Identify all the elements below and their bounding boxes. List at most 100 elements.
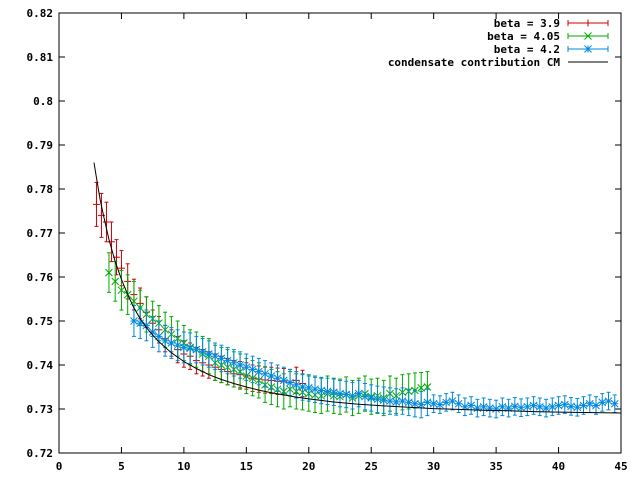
point-marker (92, 200, 100, 208)
data-point (323, 377, 332, 406)
data-point (398, 387, 407, 415)
marker-d2 (273, 374, 282, 383)
point-marker (535, 402, 544, 411)
marker-d2 (248, 365, 257, 374)
data-point (111, 261, 120, 302)
point-marker (167, 339, 176, 347)
marker-d2 (592, 401, 600, 410)
point-marker (604, 397, 613, 405)
data-point (229, 349, 238, 377)
point-marker (542, 404, 550, 412)
data-point (585, 394, 594, 414)
data-point (367, 384, 376, 412)
y-tick-label: 0.79 (27, 139, 54, 152)
point-marker (173, 341, 182, 350)
data-point (473, 398, 482, 418)
marker-d2 (198, 347, 207, 356)
point-marker (117, 286, 126, 295)
point-marker (354, 389, 363, 398)
marker-d2 (211, 352, 219, 361)
point-marker (217, 354, 226, 363)
series-layer (92, 162, 622, 419)
marker-d2 (317, 386, 326, 395)
marker-d2 (261, 369, 269, 378)
data-point (136, 307, 145, 340)
data-point (411, 390, 419, 418)
data-point (573, 397, 582, 417)
marker-d2 (111, 277, 120, 286)
point-marker (317, 386, 326, 395)
marker-d2 (554, 401, 563, 410)
marker-d2 (267, 372, 276, 380)
x-tick-label: 25 (365, 460, 378, 473)
data-point (535, 397, 544, 417)
data-point (579, 396, 588, 415)
point-marker (429, 399, 438, 408)
legend-key (567, 45, 609, 53)
point-marker (254, 367, 263, 376)
marker-d2 (192, 345, 201, 354)
point-marker (336, 389, 344, 398)
data-point (102, 201, 110, 243)
point-marker (398, 397, 407, 405)
marker-d2 (323, 387, 332, 396)
data-point (105, 252, 113, 293)
marker-d2 (130, 317, 138, 325)
point-marker (573, 403, 582, 412)
data-point (92, 181, 100, 227)
data-point (417, 390, 426, 419)
point-marker (548, 402, 557, 411)
data-point (404, 388, 413, 417)
legend-key (567, 19, 609, 27)
marker-d2 (448, 397, 457, 405)
data-point (173, 329, 182, 362)
point-marker (130, 317, 138, 325)
point-marker (598, 398, 607, 407)
data-point (107, 221, 115, 263)
point-marker (298, 383, 307, 391)
data-point (298, 373, 307, 401)
marker-d2 (479, 402, 488, 411)
point-marker (267, 372, 276, 380)
data-point (510, 397, 519, 416)
data-point (492, 399, 500, 419)
point-marker (102, 218, 110, 226)
data-point (130, 305, 138, 337)
marker-d2 (517, 403, 525, 412)
data-point (348, 382, 357, 410)
data-point (592, 396, 600, 415)
point-marker (105, 268, 113, 277)
marker-d2 (236, 361, 244, 369)
data-point (242, 353, 251, 381)
marker-d2 (167, 339, 176, 347)
point-marker (292, 380, 301, 389)
point-marker (279, 376, 288, 385)
marker-d2 (386, 397, 394, 405)
point-marker (592, 401, 600, 410)
legend-label: condensate contribution CM (388, 56, 561, 69)
data-point (461, 397, 469, 417)
marker-d2 (598, 398, 607, 407)
marker-d2 (348, 391, 357, 400)
marker-d2 (584, 45, 592, 53)
point-marker (423, 398, 432, 407)
marker-d2 (229, 358, 238, 367)
point-marker (517, 403, 525, 412)
data-point (117, 269, 126, 311)
y-tick-label: 0.78 (27, 183, 54, 196)
marker-d2 (429, 399, 438, 408)
marker-d2 (573, 403, 582, 412)
marker-d2 (584, 32, 592, 40)
marker-d2 (148, 328, 157, 336)
marker-d2 (329, 388, 338, 397)
data-point (97, 192, 105, 238)
point-marker (223, 356, 232, 365)
point-marker (367, 394, 376, 402)
point-marker (329, 388, 338, 397)
data-point (205, 340, 213, 368)
point-marker (192, 345, 201, 354)
legend-label: beta = 4.2 (494, 43, 560, 56)
y-tick-label: 0.82 (27, 7, 54, 20)
series-3 (93, 162, 622, 414)
